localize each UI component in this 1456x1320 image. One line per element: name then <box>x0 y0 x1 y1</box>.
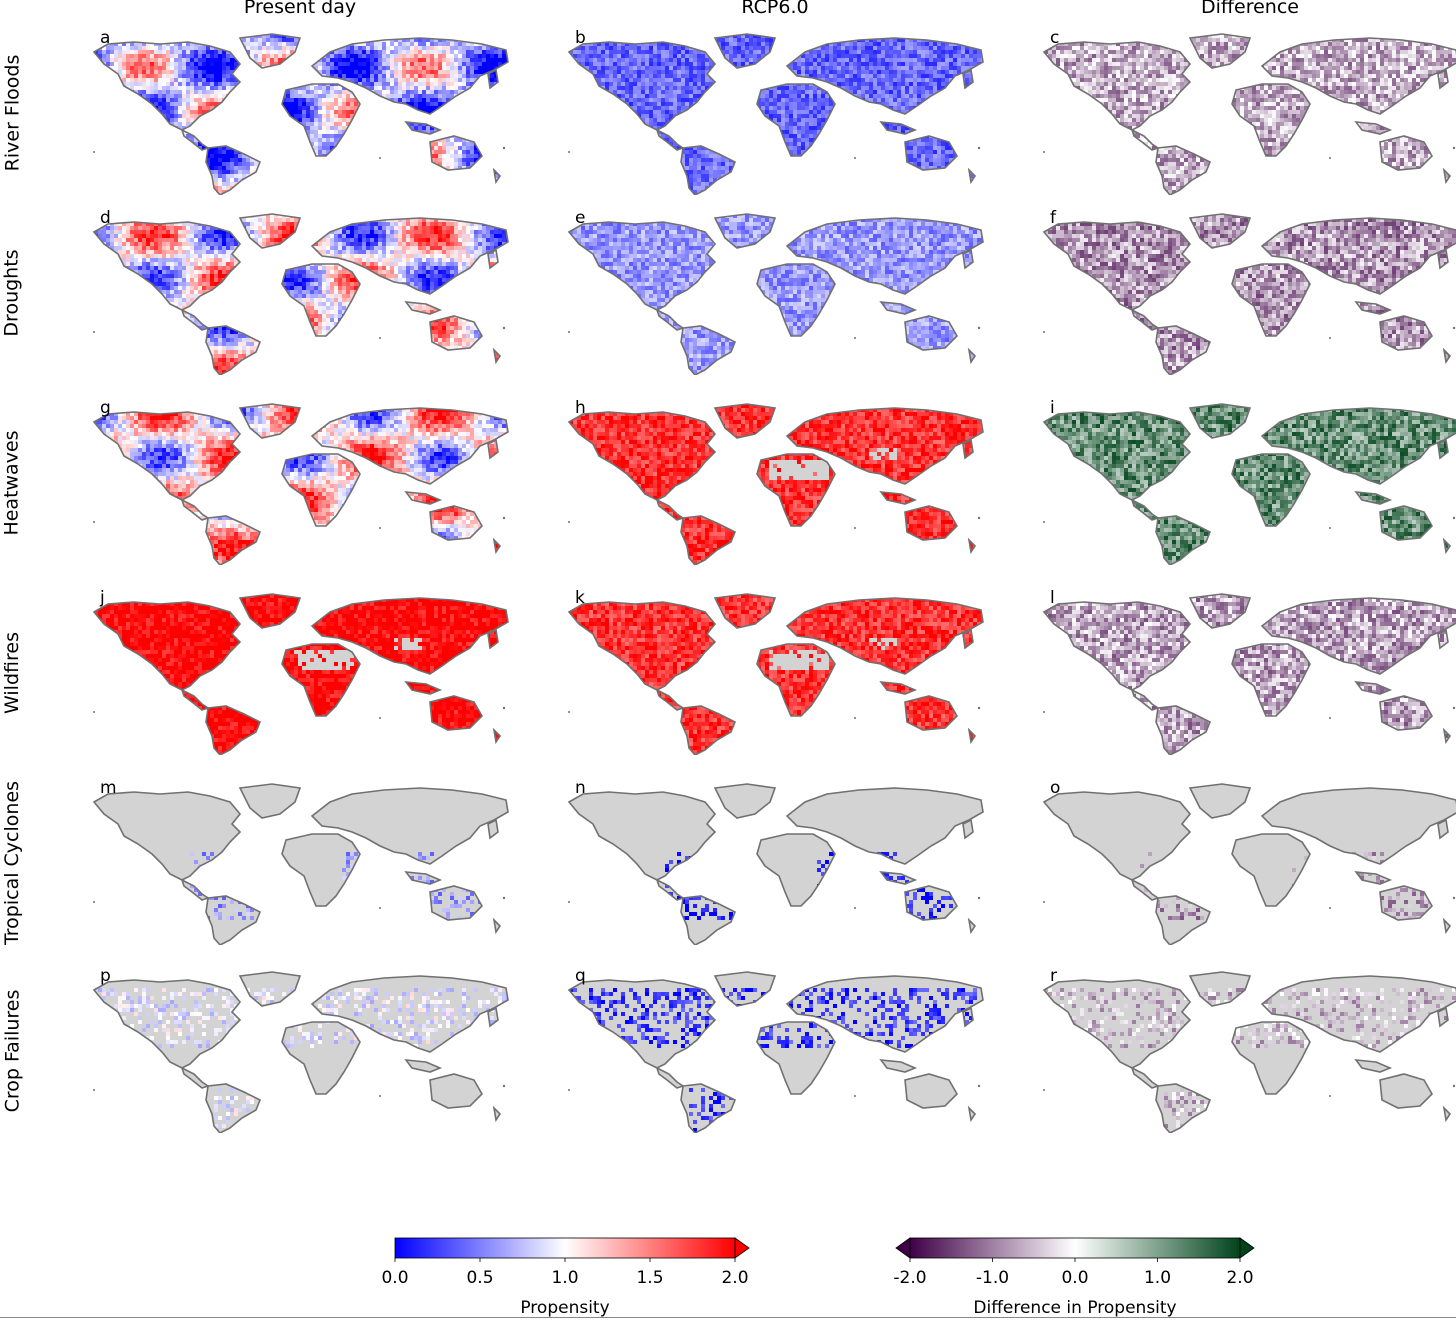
world-map <box>92 783 509 945</box>
colorbar-tick-label: -1.0 <box>976 1268 1009 1288</box>
panel-letter: j <box>100 588 105 608</box>
colorbar-gradient <box>895 1237 1255 1262</box>
world-map <box>567 403 984 565</box>
panel-letter: p <box>100 966 111 986</box>
world-map <box>1042 33 1456 195</box>
map-panel-f: f <box>1040 208 1456 375</box>
colorbar-tick-label: 1.0 <box>551 1268 578 1288</box>
row-label-droughts: Droughts <box>0 210 24 375</box>
map-panel-k: k <box>565 588 985 755</box>
world-map <box>1042 213 1456 375</box>
colorbar-tick-label: 0.0 <box>381 1268 408 1288</box>
colorbar-tick-label: 0.0 <box>1061 1268 1088 1288</box>
colorbar-gradient <box>394 1237 750 1262</box>
bottom-rule <box>0 1317 1456 1318</box>
column-title-difference: Difference <box>1040 0 1456 18</box>
map-panel-n: n <box>565 778 985 945</box>
map-panel-m: m <box>90 778 510 945</box>
row-label-wildfires: Wildfires <box>0 590 24 755</box>
world-map <box>567 593 984 755</box>
colorbar-propensity: 0.0 0.5 1.0 1.5 2.0 Propensity <box>379 1236 759 1320</box>
panel-letter: l <box>1050 588 1055 608</box>
world-map <box>92 213 509 375</box>
panel-letter: d <box>100 208 111 228</box>
colorbar-tick-label: 2.0 <box>1226 1268 1253 1288</box>
colorbar-difference: -2.0 -1.0 0.0 1.0 2.0 Difference in Propensit… <box>893 1236 1264 1320</box>
row-label-text: Heatwaves <box>1 430 23 535</box>
row-label-crop-failures: Crop Failures <box>0 968 24 1133</box>
world-map <box>1042 971 1456 1133</box>
colorbar-tick-label: 0.5 <box>466 1268 493 1288</box>
world-map <box>92 403 509 565</box>
map-panel-b: b <box>565 28 985 195</box>
map-panel-e: e <box>565 208 985 375</box>
world-map <box>1042 783 1456 945</box>
world-map <box>92 33 509 195</box>
panel-letter: h <box>575 398 586 418</box>
world-map <box>1042 403 1456 565</box>
world-map <box>567 971 984 1133</box>
row-label-tropical-cyclones: Tropical Cyclones <box>0 780 24 945</box>
map-panel-o: o <box>1040 778 1456 945</box>
row-label-text: Wildfires <box>1 632 23 714</box>
row-label-text: Crop Failures <box>1 989 23 1112</box>
row-label-text: River Floods <box>1 54 23 171</box>
map-panel-c: c <box>1040 28 1456 195</box>
colorbar-title: Difference in Propensity <box>973 1298 1176 1318</box>
panel-letter: b <box>575 28 586 48</box>
panel-letter: o <box>1050 778 1060 798</box>
panel-letter: r <box>1050 966 1057 986</box>
colorbar-title: Propensity <box>520 1298 609 1318</box>
row-label-text: Droughts <box>1 249 23 336</box>
map-panel-a: a <box>90 28 510 195</box>
map-panel-h: h <box>565 398 985 565</box>
world-map <box>92 593 509 755</box>
map-panel-r: r <box>1040 966 1456 1133</box>
map-panel-d: d <box>90 208 510 375</box>
world-map <box>92 971 509 1133</box>
world-map <box>567 33 984 195</box>
map-panel-l: l <box>1040 588 1456 755</box>
map-panel-g: g <box>90 398 510 565</box>
map-panel-i: i <box>1040 398 1456 565</box>
panel-letter: k <box>575 588 585 608</box>
colorbar-tick-label: 1.0 <box>1144 1268 1171 1288</box>
panel-letter: c <box>1050 28 1059 48</box>
map-panel-q: q <box>565 966 985 1133</box>
panel-letter: m <box>100 778 117 798</box>
column-title-future: RCP6.0 <box>565 0 985 18</box>
world-map <box>1042 593 1456 755</box>
panel-letter: a <box>100 28 110 48</box>
panel-letter: q <box>575 966 586 986</box>
map-panel-j: j <box>90 588 510 755</box>
row-label-text: Tropical Cyclones <box>1 780 23 944</box>
panel-letter: e <box>575 208 585 228</box>
colorbar-tick-label: 2.0 <box>721 1268 748 1288</box>
panel-letter: i <box>1050 398 1055 418</box>
panel-letter: g <box>100 398 111 418</box>
row-label-heatwaves: Heatwaves <box>0 400 24 565</box>
world-map <box>567 213 984 375</box>
panel-letter: n <box>575 778 586 798</box>
map-panel-p: p <box>90 966 510 1133</box>
world-map <box>567 783 984 945</box>
row-label-river-floods: River Floods <box>0 30 24 195</box>
colorbar-tick-label: -2.0 <box>893 1268 926 1288</box>
column-title-present: Present day <box>90 0 510 18</box>
colorbar-tick-label: 1.5 <box>636 1268 663 1288</box>
panel-letter: f <box>1050 208 1056 228</box>
